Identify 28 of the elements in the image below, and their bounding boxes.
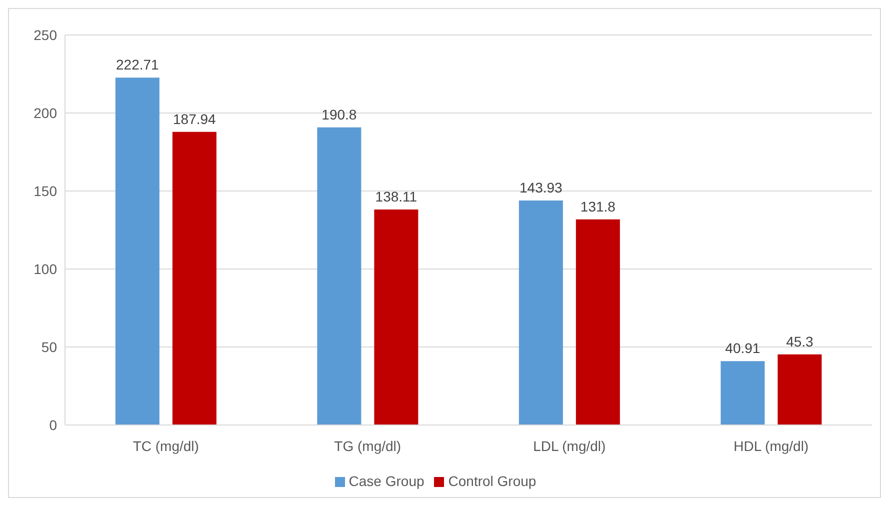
data-label: 138.11 — [375, 188, 418, 205]
bar — [115, 78, 160, 425]
data-label: 143.93 — [520, 179, 563, 196]
data-label: 40.91 — [725, 340, 760, 356]
bar — [720, 361, 765, 425]
y-tick-label: 100 — [34, 260, 58, 277]
bar — [778, 354, 822, 425]
bar — [172, 132, 216, 425]
y-tick-label: 200 — [34, 104, 58, 121]
x-tick-label: TC (mg/dl) — [132, 438, 199, 454]
data-label: 131.8 — [580, 198, 616, 214]
bar — [317, 127, 362, 425]
data-label: 187.94 — [173, 110, 216, 127]
y-tick-label: 0 — [49, 416, 58, 433]
legend-label: Control Group — [448, 473, 536, 489]
x-tick-label: HDL (mg/dl) — [734, 438, 809, 454]
y-tick-label: 250 — [34, 26, 58, 43]
data-label: 190.8 — [322, 106, 357, 122]
data-label: 45.3 — [786, 333, 814, 350]
legend-label: Case Group — [348, 473, 424, 489]
bar — [576, 219, 620, 425]
y-tick-label: 50 — [41, 338, 58, 355]
data-label: 222.71 — [116, 56, 160, 73]
x-tick-label: LDL (mg/dl) — [533, 438, 606, 454]
y-tick-label: 150 — [34, 182, 58, 199]
bar — [374, 210, 418, 425]
x-tick-label: TG (mg/dl) — [334, 438, 402, 454]
bar — [518, 200, 563, 425]
